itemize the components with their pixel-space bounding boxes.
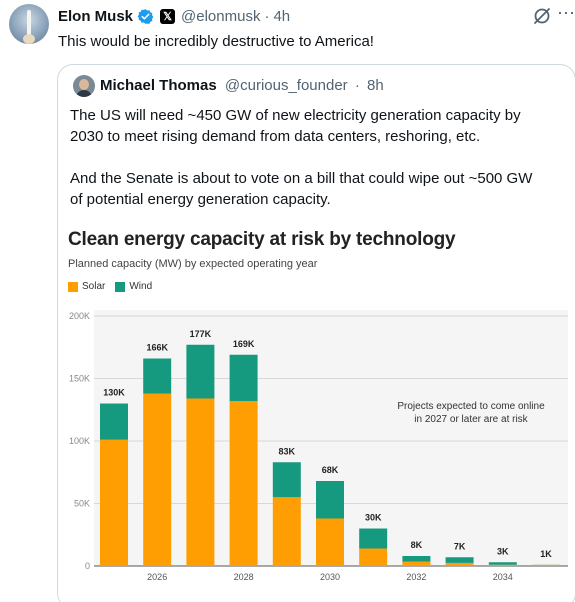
author-name[interactable]: Elon Musk [58,7,134,25]
bar-total-label: 130K [103,388,125,398]
chart-image[interactable]: Clean energy capacity at risk by technol… [58,225,575,602]
legend-label-solar: Solar [82,281,106,292]
bar-segment-wind [316,481,344,519]
bar-segment-solar [186,398,215,566]
bar-segment-wind [488,562,517,565]
chart-annotation-line: in 2027 or later are at risk [414,414,528,425]
bar-segment-solar [272,497,301,566]
legend-item-solar: Solar [68,281,105,292]
x-logo-icon[interactable]: 𝕏 [160,8,176,24]
quoted-author-name[interactable]: Michael Thomas [100,77,217,94]
more-options-icon[interactable]: ⋯ [557,3,575,23]
bar-segment-solar [488,564,517,566]
y-tick-label: 150K [69,374,90,384]
quoted-tweet-time[interactable]: 8h [367,77,384,94]
x-tick-label: 2034 [493,572,513,582]
chart-subtitle: Planned capacity (MW) by expected operat… [68,258,318,270]
bar-segment-wind [143,358,172,394]
bar-segment-wind [229,354,258,401]
quoted-text-line: And the Senate is about to vote on a bil… [70,170,533,187]
bar-total-label: 177K [190,329,212,339]
bar-total-label: 166K [146,343,168,353]
y-tick-label: 0 [85,561,90,571]
chart-annotation-line: Projects expected to come online [397,401,545,412]
quoted-tweet-header: Michael Thomas @curious_founder · 8h [100,77,384,94]
quoted-text-line: The US will need ~450 GW of new electric… [70,107,521,124]
bar-total-label: 7K [454,541,466,551]
bar-total-label: 83K [279,446,296,456]
chart-legend: Solar Wind [68,281,162,292]
avatar-plume-shape [23,34,35,44]
bar-segment-solar [229,401,258,566]
tweet-time[interactable]: 4h [273,7,291,25]
quoted-tweet-card[interactable]: Michael Thomas @curious_founder · 8h The… [57,64,575,602]
bar-chart-plot: 0 50K 100K 150K 200K 130K 166K 2026 177K 169K 2028… [69,310,568,582]
bar-total-label: 1K [540,549,552,559]
bar-segment-wind [402,556,431,562]
author-avatar[interactable] [9,4,49,44]
quoted-author-avatar[interactable] [73,75,95,97]
bar-total-label: 8K [411,540,423,550]
avatar-body-shape [76,90,92,97]
legend-swatch-wind [115,281,126,292]
bar-total-label: 68K [322,465,339,475]
quoted-text-line: of potential energy generation capacity. [70,191,331,208]
bar-segment-solar [402,561,431,566]
separator-dot: · [264,7,270,25]
bar-segment-wind [359,528,388,549]
x-tick-label: 2028 [234,572,254,582]
verified-badge-icon[interactable] [137,8,154,25]
legend-swatch-solar [68,281,78,292]
avatar-rocket-shape [27,10,31,36]
bar-total-label: 3K [497,546,509,556]
bar-segment-wind [445,557,474,563]
bar-segment-wind [272,462,301,498]
bar-segment-solar [316,518,344,566]
quoted-author-handle[interactable]: @curious_founder [224,77,348,94]
quoted-text-line: 2030 to meet rising demand from data cen… [70,128,481,145]
bar-segment-solar [445,562,474,566]
tweet-text: This would be incredibly destructive to … [58,33,374,50]
grok-icon[interactable] [532,6,552,26]
bar-segment-solar [143,393,172,566]
y-tick-label: 100K [69,436,90,446]
y-tick-label: 200K [69,311,90,321]
legend-item-wind: Wind [115,281,152,292]
legend-label-wind: Wind [129,281,153,292]
bar-segment-solar [100,439,128,566]
x-tick-label: 2032 [406,572,426,582]
separator-dot: · [354,77,360,94]
bar-total-label: 30K [365,513,382,523]
bar-segment-solar [359,548,388,566]
bar-segment-wind [100,403,128,440]
bar-segment-solar [532,564,560,566]
tweet-header: Elon Musk 𝕏 @elonmusk · 4h [58,6,290,26]
y-tick-label: 50K [74,499,90,509]
chart-title: Clean energy capacity at risk by technol… [68,229,456,250]
bar-segment-wind [186,344,215,399]
x-tick-label: 2030 [320,572,340,582]
quoted-tweet-text: The US will need ~450 GW of new electric… [70,105,565,210]
x-tick-label: 2026 [147,572,167,582]
bar-total-label: 169K [233,339,255,349]
author-handle[interactable]: @elonmusk [181,7,261,25]
avatar-face-shape [79,79,89,90]
